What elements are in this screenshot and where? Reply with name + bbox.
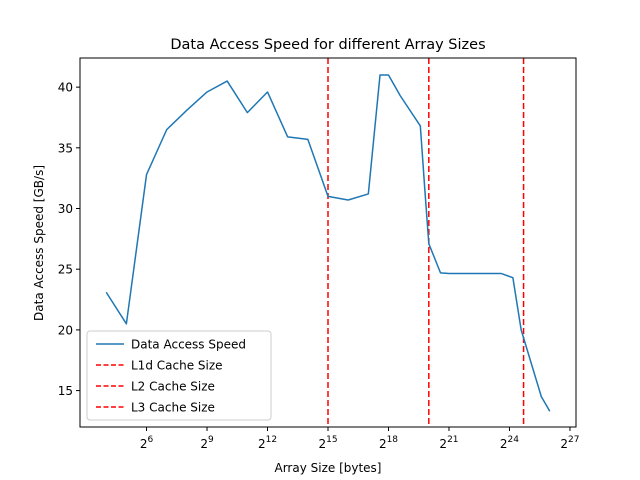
chart-title: Data Access Speed for different Array Si…	[170, 37, 485, 53]
x-tick-label: 26	[140, 435, 154, 451]
x-tick-base: 2	[439, 437, 447, 451]
x-tick-label: 218	[379, 435, 398, 451]
legend-label: L2 Cache Size	[131, 380, 215, 394]
x-tick-label: 224	[500, 435, 519, 451]
x-tick-exponent: 21	[447, 435, 458, 445]
legend-box	[86, 330, 272, 421]
y-tick-label: 15	[58, 384, 73, 398]
x-tick-exponent: 9	[208, 435, 214, 445]
x-tick-exponent: 27	[568, 435, 579, 445]
y-tick-label: 25	[58, 263, 73, 277]
x-tick-exponent: 18	[387, 435, 399, 445]
y-tick-label: 20	[58, 323, 73, 337]
series-line-1	[105, 74, 551, 412]
legend-label: Data Access Speed	[131, 338, 246, 352]
x-tick-exponent: 12	[266, 435, 277, 445]
x-tick-exponent: 6	[147, 435, 153, 445]
x-axis-label: Array Size [bytes]	[274, 461, 381, 475]
y-tick-label: 30	[58, 202, 73, 216]
x-tick-exponent: 24	[508, 435, 520, 445]
x-tick-base: 2	[258, 437, 266, 451]
x-tick-base: 2	[379, 437, 387, 451]
x-tick-base: 2	[200, 437, 208, 451]
legend: Data Access Speed L1d Cache Size L2 Cache …	[86, 330, 272, 421]
y-tick-label: 35	[58, 141, 73, 155]
y-axis-label: Data Access Speed [GB/s]	[32, 165, 46, 321]
data-series	[105, 74, 551, 412]
x-tick-base: 2	[140, 437, 148, 451]
x-tick-base: 2	[318, 437, 326, 451]
y-tick-label: 40	[58, 81, 73, 95]
x-tick-base: 2	[560, 437, 568, 451]
legend-label: L1d Cache Size	[131, 359, 223, 373]
y-axis-ticks: 15 20 25 30 35 40	[58, 81, 80, 398]
x-tick-exponent: 15	[326, 435, 337, 445]
x-axis-ticks: 26 29 212 215 218 221 224 227	[140, 427, 579, 451]
x-tick-label: 221	[439, 435, 458, 451]
x-tick-label: 29	[200, 435, 214, 451]
x-tick-label: 215	[318, 435, 337, 451]
x-tick-label: 227	[560, 435, 579, 451]
x-tick-label: 212	[258, 435, 277, 451]
legend-label: L3 Cache Size	[131, 401, 215, 415]
x-tick-base: 2	[500, 437, 508, 451]
